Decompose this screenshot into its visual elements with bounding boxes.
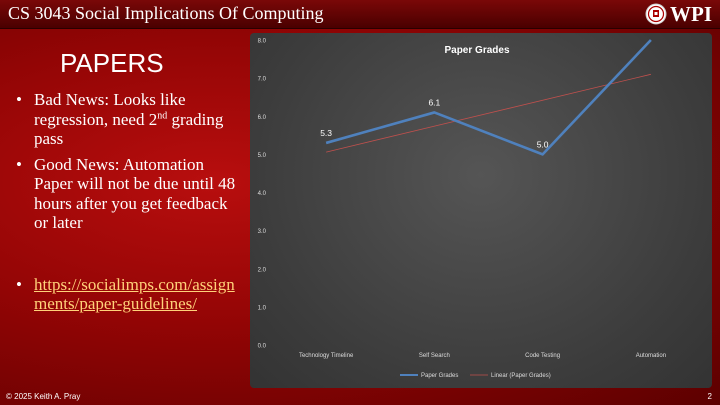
page-number: 2 <box>707 392 712 401</box>
x-tick-label: Self Search <box>419 353 450 359</box>
y-tick-label: 7.0 <box>258 77 267 83</box>
footer-copyright: © 2025 Keith A. Pray <box>6 392 81 401</box>
data-label: 6.1 <box>428 97 440 107</box>
y-tick-label: 2.0 <box>258 267 267 273</box>
legend-label-trendline: Linear (Paper Grades) <box>491 373 551 379</box>
y-tick-label: 6.0 <box>258 115 267 121</box>
wpi-seal-icon <box>645 3 667 25</box>
paper-grades-chart: Paper Grades 0.0 1.0 2.0 3.0 4.0 5.0 6.0 7.0 8.0 T… <box>250 33 712 388</box>
bullet-list: Bad News: Looks like regression, need 2n… <box>14 90 239 320</box>
bullet-bad-news-tail: grading pass <box>34 109 224 149</box>
chart-title: Paper Grades <box>444 45 509 56</box>
page-title: PAPERS <box>60 48 164 78</box>
bullet-good-news: Good News: Automation Paper will not be … <box>14 155 239 233</box>
trendline <box>326 73 651 153</box>
y-tick-label: 4.0 <box>258 191 267 197</box>
x-tick-label: Automation <box>636 353 666 359</box>
bullet-bad-news-text: Bad News: Looks like regression, need 2 <box>34 90 186 129</box>
x-tick-label: Code Testing <box>525 353 560 359</box>
paper-guidelines-link[interactable]: https://socialimps.com/assignments/paper… <box>34 274 235 314</box>
y-tick-label: 5.0 <box>258 153 267 159</box>
x-tick-label: Technology Timeline <box>299 353 354 359</box>
series-line-paper-grades <box>325 39 652 156</box>
bullet-bad-news: Bad News: Looks like regression, need 2n… <box>14 90 239 149</box>
header-bar: CS 3043 Social Implications Of Computing… <box>0 0 720 29</box>
logo-text: WPI <box>670 1 712 26</box>
data-label: 8.0 <box>645 33 657 35</box>
y-tick-label: 1.0 <box>258 305 267 311</box>
data-label: 5.0 <box>537 139 549 149</box>
spacer <box>14 239 239 269</box>
chart-svg: Paper Grades 0.0 1.0 2.0 3.0 4.0 5.0 6.0 7.0 8.0 T… <box>258 33 666 379</box>
wpi-logo: WPI <box>645 2 712 26</box>
bullet-good-news-text: Good News: Automation Paper will not be … <box>34 154 236 233</box>
superscript-nd: nd <box>157 109 168 121</box>
bullet-link: https://socialimps.com/assignments/paper… <box>14 275 239 314</box>
legend-label-series: Paper Grades <box>421 373 458 379</box>
y-tick-label: 8.0 <box>258 39 267 45</box>
y-tick-label: 0.0 <box>258 344 267 350</box>
data-label: 5.3 <box>320 128 332 138</box>
y-tick-label: 3.0 <box>258 229 267 235</box>
course-title: CS 3043 Social Implications Of Computing <box>8 3 324 23</box>
